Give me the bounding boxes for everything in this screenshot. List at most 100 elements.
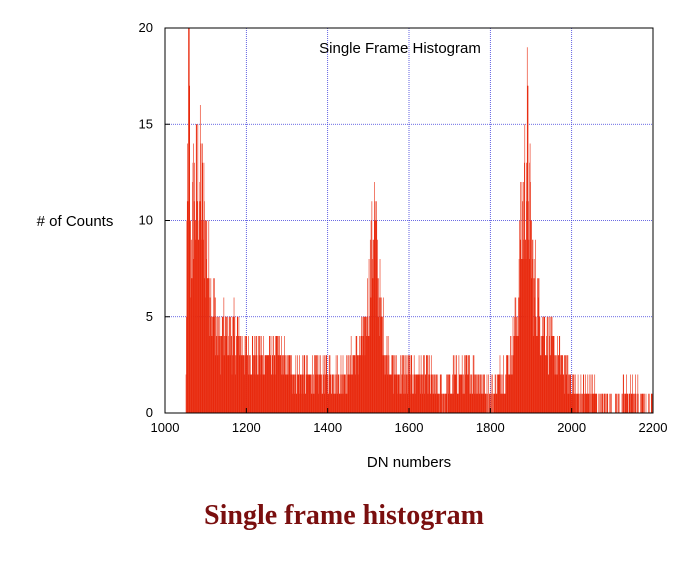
histogram-bar [490, 374, 492, 413]
histogram-bar [212, 336, 214, 413]
histogram-bar [583, 374, 584, 413]
histogram-bar [475, 374, 477, 413]
histogram-bar [341, 393, 343, 413]
histogram-bar [483, 374, 484, 413]
histogram-bar [554, 374, 556, 413]
histogram-bar [381, 316, 383, 413]
histogram-bar [212, 316, 213, 413]
histogram-bar [396, 374, 398, 413]
histogram-bar [284, 355, 286, 413]
histogram-bar [631, 393, 633, 413]
histogram-bar [270, 336, 272, 413]
histogram-bar [337, 393, 339, 413]
histogram-bar [381, 316, 382, 413]
histogram-bar [337, 374, 339, 413]
histogram-bar [515, 336, 516, 413]
histogram-bar [575, 393, 576, 413]
histogram-bar [300, 374, 302, 413]
histogram-bar [395, 355, 397, 413]
histogram-bar [368, 259, 370, 413]
histogram-bar [469, 355, 470, 413]
histogram-bar [548, 374, 550, 413]
histogram-bar [500, 393, 502, 413]
histogram-bar [501, 393, 503, 413]
histogram-bar [421, 374, 422, 413]
histogram-bar [188, 28, 190, 413]
histogram-bar [548, 316, 550, 413]
histogram-bar [428, 393, 429, 413]
histogram-bar [492, 393, 494, 413]
histogram-bar [574, 393, 575, 413]
histogram-bar [404, 374, 406, 413]
histogram-bar [544, 316, 546, 413]
histogram-bar [310, 374, 312, 413]
histogram-bar [387, 374, 389, 413]
histogram-bar [398, 393, 400, 413]
histogram-bar [587, 393, 589, 413]
histogram-bar [468, 355, 470, 413]
histogram-bar [324, 374, 326, 413]
histogram-bar [199, 182, 201, 413]
histogram-bar [576, 393, 578, 413]
histogram-bar [310, 374, 311, 413]
histogram-bar [367, 278, 368, 413]
histogram-bar [353, 355, 355, 413]
histogram-bar [630, 374, 631, 413]
histogram-bar [362, 316, 364, 413]
histogram-bar [489, 393, 491, 413]
histogram-bar [254, 355, 255, 413]
histogram-bar [207, 278, 209, 413]
histogram-bar [260, 336, 262, 413]
histogram-bar [621, 393, 623, 413]
histogram-bar [392, 374, 394, 413]
histogram-bar [573, 374, 575, 413]
histogram-bar [345, 393, 347, 413]
histogram-bar [406, 374, 408, 413]
histogram-bar [458, 355, 460, 413]
histogram-bar [527, 85, 529, 413]
histogram-bar [262, 355, 263, 413]
x-tick-label: 2200 [639, 420, 668, 435]
histogram-bar [213, 316, 214, 413]
histogram-bar [211, 316, 213, 413]
histogram-bar [284, 336, 285, 413]
histogram-bar [287, 374, 289, 413]
histogram-bar [280, 355, 282, 413]
histogram-bar [373, 278, 374, 413]
histogram-bar [283, 355, 285, 413]
histogram-bar [503, 355, 504, 413]
histogram-bar [483, 393, 485, 413]
histogram-bar [189, 220, 191, 413]
histogram-bar [574, 374, 576, 413]
histogram-bar [208, 278, 209, 413]
histogram-bar [453, 355, 455, 413]
histogram-bar [241, 355, 243, 413]
histogram-bar [563, 355, 565, 413]
histogram-bar [417, 374, 419, 413]
histogram-bar [606, 393, 607, 413]
histogram-bar [348, 374, 350, 413]
histogram-bar [546, 316, 548, 413]
histogram-bar [259, 355, 260, 413]
histogram-bar [411, 355, 413, 413]
histogram-bar [351, 374, 353, 413]
histogram-bar [578, 393, 580, 413]
histogram-bar [282, 374, 283, 413]
histogram-bar [631, 393, 632, 413]
histogram-bar [221, 316, 223, 413]
histogram-bar [588, 393, 589, 413]
histogram-bar [532, 239, 533, 413]
histogram-bar [476, 393, 478, 413]
histogram-bar [511, 374, 513, 413]
histogram-bar [387, 336, 389, 413]
histogram-bar [505, 374, 506, 413]
histogram-bar [335, 374, 336, 413]
histogram-bar [230, 316, 232, 413]
histogram-bar [391, 355, 393, 413]
histogram-bar [482, 374, 484, 413]
histogram-bar [418, 355, 420, 413]
histogram-bar [263, 336, 265, 413]
histogram-bar [340, 374, 341, 413]
histogram-bar [365, 316, 366, 413]
histogram-bar [343, 393, 344, 413]
